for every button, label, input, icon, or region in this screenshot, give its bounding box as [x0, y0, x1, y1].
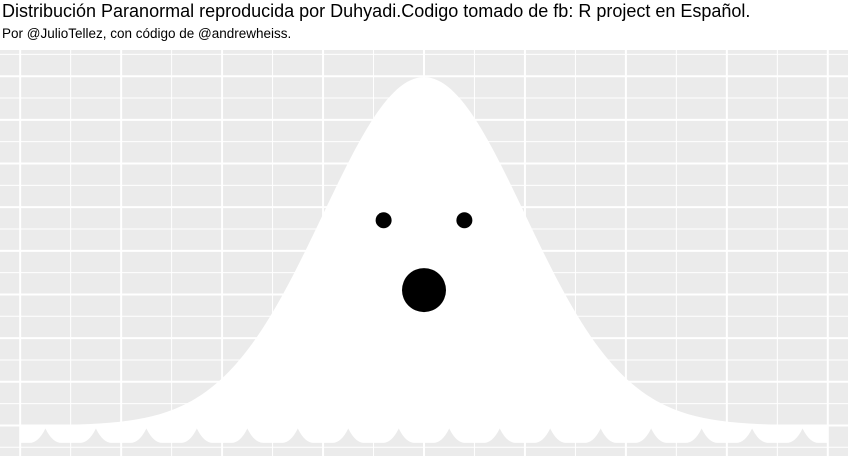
chart-title: Distribución Paranormal reproducida por …: [2, 1, 751, 21]
ghost-face: [375, 212, 473, 313]
ghost-body: [20, 77, 828, 443]
ghost-mouth: [402, 268, 446, 313]
chart-subtitle: Por @JulioTellez, con código de @andrewh…: [2, 26, 292, 41]
ghost-eye-left: [375, 212, 392, 229]
ghost-eye-right: [456, 212, 473, 229]
